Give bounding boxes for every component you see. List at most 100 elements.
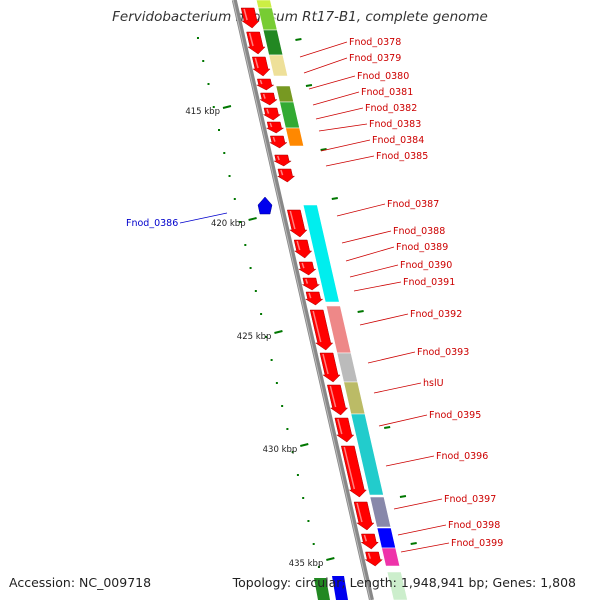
- gene-arrow-shine: [254, 57, 259, 69]
- kbp-tick: [248, 217, 257, 221]
- cog-block: [369, 496, 392, 528]
- gene-leader-line: [349, 264, 399, 278]
- gene-label[interactable]: Fnod_0391: [403, 277, 455, 288]
- gene-label[interactable]: Fnod_0389: [396, 242, 448, 253]
- gene-leader-line: [400, 542, 450, 553]
- gene-leader-line: [345, 246, 395, 262]
- gene-arrow-shine: [329, 385, 337, 408]
- kbp-label: 415 kbp: [185, 107, 220, 117]
- genome-summary: Topology: circular; Length: 1,948,941 bp…: [232, 575, 576, 590]
- gene-arrow: [246, 31, 266, 55]
- gene-label[interactable]: Fnod_0397: [444, 494, 496, 505]
- gene-arrow-shine: [272, 136, 276, 142]
- map-title: Fervidobacterium nodosum Rt17-B1, comple…: [112, 9, 488, 25]
- cog-block: [343, 381, 366, 415]
- gene-leader-line: [353, 281, 402, 292]
- kbp-tick: [326, 557, 335, 561]
- gene-arrow-shine: [296, 240, 301, 251]
- cog-block: [376, 527, 396, 549]
- cog-block: [336, 352, 359, 383]
- gene-arrow-shine: [337, 418, 343, 435]
- gene-label[interactable]: Fnod_0384: [372, 135, 424, 146]
- accession-text: Accession: NC_009718: [9, 575, 152, 590]
- gene-arrow-shine: [289, 210, 296, 230]
- cog-block: [255, 0, 273, 9]
- cog-block: [262, 29, 284, 56]
- gene-arrow-shine: [305, 278, 309, 284]
- gene-leader-line: [397, 524, 447, 536]
- cog-block: [275, 85, 294, 103]
- gc-tick: [410, 542, 417, 545]
- cog-blocks: [255, 0, 408, 600]
- gene-arrows: [240, 7, 383, 567]
- gene-label[interactable]: hslU: [423, 378, 444, 389]
- gene-arrow: [256, 78, 275, 91]
- gene-label[interactable]: Fnod_0379: [349, 53, 401, 64]
- gene-arrow-shine: [277, 155, 280, 161]
- gene-label[interactable]: Fnod_0378: [349, 37, 401, 48]
- gc-tick: [399, 495, 407, 498]
- gc-tick: [384, 426, 391, 429]
- gene-arrow: [262, 107, 282, 121]
- gene-arrow-shine: [343, 446, 356, 490]
- cog-block: [350, 413, 384, 496]
- gene-arrow-shine: [259, 79, 263, 85]
- cog-block: [279, 101, 300, 129]
- cog-block: [381, 547, 401, 567]
- genome-backbone: [231, 0, 374, 600]
- gene-arrow: [274, 154, 292, 167]
- backbone-line: [231, 0, 374, 600]
- gene-label[interactable]: Fnod_0387: [387, 199, 439, 210]
- gene-label[interactable]: Fnod_0381: [361, 87, 413, 98]
- gc-tick: [305, 84, 313, 87]
- gene-label[interactable]: Fnod_0386: [126, 218, 178, 229]
- gene-arrow-shine: [312, 310, 322, 343]
- gc-tick: [295, 38, 302, 41]
- gene-arrow-shine: [280, 169, 284, 176]
- gene-arrow-shine: [262, 93, 266, 99]
- gene-label[interactable]: Fnod_0380: [357, 71, 409, 82]
- gene-label[interactable]: Fnod_0398: [448, 520, 500, 531]
- gene-label[interactable]: Fnod_0392: [410, 309, 462, 320]
- gene-arrow-shine: [367, 552, 372, 559]
- gene-leader-line: [393, 498, 443, 510]
- gene-arrow: [276, 168, 296, 183]
- gene-leader-line: [318, 123, 368, 132]
- gene-arrow: [304, 291, 324, 306]
- gene-arrow: [297, 261, 317, 276]
- kbp-scale: 415 kbp 420 kbp 425 kbp 430 kbp 435 kbp: [185, 105, 335, 569]
- gene-label[interactable]: Fnod_0388: [393, 226, 445, 237]
- gene-leader-line: [299, 41, 348, 58]
- gene-label[interactable]: Fnod_0393: [417, 347, 469, 358]
- gene-leader-line: [385, 455, 435, 467]
- gene-arrow: [360, 533, 379, 550]
- gene-label[interactable]: Fnod_0396: [436, 451, 488, 462]
- gene-label[interactable]: Fnod_0382: [365, 103, 417, 114]
- gene-labels: Fnod_0378 Fnod_0379 Fnod_0380 Fnod_0381 Fnod…: [126, 37, 503, 553]
- gene-arrow-shine: [363, 534, 368, 542]
- gene-label[interactable]: Fnod_0385: [376, 151, 428, 162]
- gene-label[interactable]: Fnod_0390: [400, 260, 452, 271]
- kbp-label: 430 kbp: [263, 445, 298, 455]
- kbp-label: 420 kbp: [211, 219, 246, 229]
- gene-leader-line: [359, 313, 409, 326]
- gene-arrow: [252, 56, 271, 77]
- gc-ticks: [196, 37, 417, 568]
- gene-arrow: [268, 135, 288, 149]
- cog-block: [332, 576, 348, 600]
- gene-arrow: [364, 551, 383, 567]
- gc-tick: [320, 148, 327, 151]
- kbp-label: 435 kbp: [289, 559, 324, 569]
- gene-arrow: [286, 209, 308, 238]
- gene-arrow-shine: [243, 8, 248, 21]
- kbp-tick: [300, 443, 309, 447]
- gene-label[interactable]: Fnod_0399: [451, 538, 503, 549]
- gene-arrow-shine: [356, 502, 363, 523]
- gene-arrow-shine: [269, 122, 273, 128]
- gene-label[interactable]: Fnod_0383: [369, 119, 421, 130]
- cog-block: [386, 571, 408, 600]
- gene-label[interactable]: Fnod_0395: [429, 410, 481, 421]
- gene-arrow: [266, 121, 285, 134]
- gene-arrow: [240, 7, 260, 29]
- kbp-tick: [274, 330, 283, 334]
